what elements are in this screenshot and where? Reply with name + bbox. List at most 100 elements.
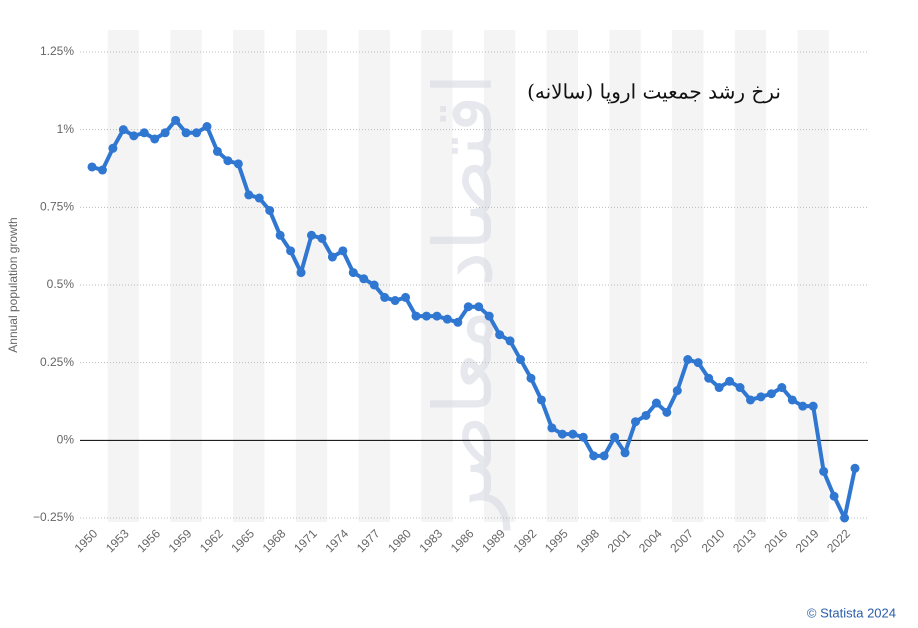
point [840, 513, 850, 523]
y-axis-label: Annual population growth [6, 217, 20, 352]
x-tick-label: 2007 [667, 526, 696, 555]
point [129, 131, 139, 141]
point [202, 122, 212, 132]
point [306, 230, 316, 240]
point [808, 401, 818, 411]
point [662, 407, 672, 417]
point [516, 355, 526, 365]
point [672, 386, 682, 396]
credit: © Statista 2024 [807, 605, 896, 620]
x-tick-label: 1965 [228, 526, 257, 555]
x-tick-label: 1953 [103, 526, 132, 555]
x-tick-label: 1971 [291, 526, 320, 555]
point [683, 355, 693, 365]
point [693, 358, 703, 368]
point [453, 317, 463, 327]
point [651, 398, 661, 408]
background: اقتصاد معاصر [80, 30, 868, 531]
point [547, 423, 557, 433]
point [411, 311, 421, 321]
point [704, 373, 714, 383]
point [756, 392, 766, 402]
stripe [546, 30, 579, 522]
point [495, 330, 505, 340]
point [118, 125, 128, 135]
y-tick-label: 1% [57, 122, 75, 136]
point [463, 302, 473, 312]
point [108, 143, 118, 153]
point [390, 296, 400, 306]
y-tick-label: 0.5% [47, 277, 75, 291]
point [139, 128, 149, 138]
x-tick-label: 1986 [448, 526, 477, 555]
point [819, 466, 829, 476]
stripe [734, 30, 767, 522]
point [568, 429, 578, 439]
point [474, 302, 484, 312]
point [610, 432, 620, 442]
point [380, 292, 390, 302]
point [557, 429, 567, 439]
point [578, 432, 588, 442]
point [829, 491, 839, 501]
point [359, 274, 369, 284]
point [735, 383, 745, 393]
point [265, 205, 275, 215]
x-tick-label: 2004 [636, 526, 665, 555]
chart-title: نرخ رشد جمعیت اروپا (سالانه) [527, 80, 781, 104]
stripe [797, 30, 829, 522]
point [338, 246, 348, 256]
point [432, 311, 442, 321]
point [87, 162, 97, 172]
x-tick-label: 1974 [322, 526, 351, 555]
x-tick-label: 1962 [197, 526, 226, 555]
point [777, 383, 787, 393]
point [766, 389, 776, 399]
point [348, 268, 358, 278]
point [787, 395, 797, 405]
point [620, 448, 630, 458]
x-tick-label: 2001 [605, 526, 634, 555]
point [641, 410, 651, 420]
point [171, 115, 181, 125]
x-tick-label: 2016 [761, 526, 790, 555]
x-tick-label: 1983 [417, 526, 446, 555]
point [526, 373, 536, 383]
watermark: اقتصاد معاصر [419, 73, 511, 531]
x-tick-label: 2019 [793, 526, 822, 555]
x-tick-label: 1950 [72, 526, 101, 555]
point [212, 146, 222, 156]
point [286, 246, 296, 256]
x-tick-label: 1989 [479, 526, 508, 555]
point [317, 233, 327, 243]
stripe [672, 30, 704, 522]
point [223, 156, 233, 166]
stripe [107, 30, 140, 522]
x-tick-label: 1959 [166, 526, 195, 555]
x-tick-label: 1995 [542, 526, 571, 555]
point [150, 134, 160, 144]
point [296, 268, 306, 278]
x-tick-label: 2013 [730, 526, 759, 555]
point [850, 463, 860, 473]
point [192, 128, 202, 138]
point [714, 383, 724, 393]
point [401, 292, 411, 302]
point [181, 128, 191, 138]
point [244, 190, 254, 200]
point [275, 230, 285, 240]
point [599, 451, 609, 461]
point [369, 280, 379, 290]
stripe [233, 30, 265, 522]
x-tick-label: 1998 [573, 526, 602, 555]
y-tick-label: 0.75% [40, 200, 74, 214]
point [254, 193, 264, 203]
y-tick-label: 1.25% [40, 44, 74, 58]
point [589, 451, 599, 461]
point [631, 417, 641, 427]
point [160, 128, 170, 138]
x-tick-label: 2010 [699, 526, 728, 555]
x-tick-label: 1977 [354, 526, 383, 555]
point [327, 252, 337, 262]
